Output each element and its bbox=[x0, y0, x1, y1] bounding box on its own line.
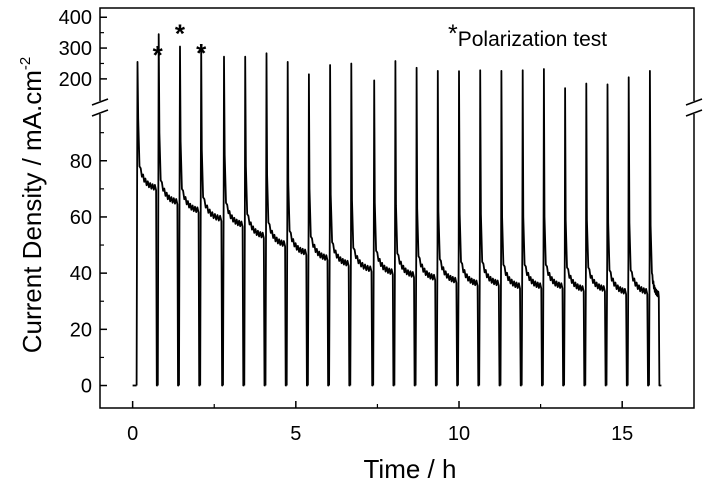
pulse-25 bbox=[648, 70, 662, 387]
pulse-11 bbox=[349, 62, 374, 387]
pulse-19 bbox=[520, 69, 543, 387]
pulse-15 bbox=[435, 70, 458, 387]
pulse-16 bbox=[457, 70, 480, 387]
pulse-1 bbox=[135, 61, 158, 387]
axis-break-gap bbox=[90, 101, 704, 114]
axis-break-mark-left-bottom bbox=[91, 109, 109, 117]
polarization-markers: * * * bbox=[153, 19, 207, 71]
y-axis-title-superscript: -2 bbox=[17, 57, 34, 70]
pulse-24 bbox=[626, 76, 649, 387]
y-upper-tick-label-200: 200 bbox=[59, 69, 92, 91]
pulse-12 bbox=[372, 79, 395, 387]
polarization-annotation: *Polarization test bbox=[448, 20, 607, 51]
axis-ticks: 0 5 10 15 0 20 40 60 80 200 300 400 bbox=[59, 7, 634, 445]
pulse-18 bbox=[499, 70, 522, 387]
upper-panel-frame bbox=[99, 7, 695, 103]
pulse-21 bbox=[563, 87, 586, 387]
x-tick-label-0: 0 bbox=[127, 423, 138, 445]
pulse-23 bbox=[605, 83, 628, 387]
pulse-20 bbox=[542, 68, 565, 387]
y-tick-label-40: 40 bbox=[70, 263, 92, 285]
y-tick-label-20: 20 bbox=[70, 319, 92, 341]
axis-break-mark-right-bottom bbox=[685, 109, 703, 117]
pulse-5 bbox=[222, 55, 245, 387]
x-tick-label-10: 10 bbox=[448, 423, 470, 445]
y-axis-title: Current Density / mA.cm-2 bbox=[17, 57, 47, 354]
pulse-6 bbox=[243, 55, 266, 387]
y-axis-title-main: Current Density / mA.cm bbox=[17, 70, 47, 353]
y-upper-tick-label-300: 300 bbox=[59, 38, 92, 60]
axis-break-mark-right-top bbox=[685, 98, 703, 106]
pulse-13 bbox=[393, 60, 416, 387]
series-group bbox=[132, 33, 662, 387]
axis-break-mark-left-top bbox=[91, 98, 109, 106]
pulse-10 bbox=[328, 64, 351, 387]
y-tick-label-0: 0 bbox=[81, 376, 92, 398]
pulse-4 bbox=[199, 47, 223, 387]
x-tick-label-15: 15 bbox=[611, 423, 633, 445]
pulse-3 bbox=[178, 45, 201, 387]
pulse-17 bbox=[478, 69, 501, 387]
y-tick-label-60: 60 bbox=[70, 207, 92, 229]
polarization-annotation-text: Polarization test bbox=[458, 28, 608, 51]
axis-break-marks bbox=[90, 98, 704, 117]
pulse-8 bbox=[285, 61, 308, 387]
polarization-star-3: * bbox=[196, 38, 207, 68]
x-tick-label-5: 5 bbox=[290, 423, 301, 445]
y-tick-label-80: 80 bbox=[70, 151, 92, 173]
polarization-star-2: * bbox=[175, 19, 186, 49]
pulse-7 bbox=[264, 52, 287, 387]
polarization-annotation-star: * bbox=[448, 20, 458, 48]
pulse-2 bbox=[156, 33, 179, 387]
y-upper-tick-label-400: 400 bbox=[59, 7, 92, 29]
pulse-14 bbox=[414, 66, 437, 387]
x-axis-title: Time / h bbox=[364, 454, 457, 484]
polarization-star-1: * bbox=[153, 40, 164, 70]
pulse-22 bbox=[584, 82, 607, 387]
pulse-9 bbox=[307, 73, 330, 387]
